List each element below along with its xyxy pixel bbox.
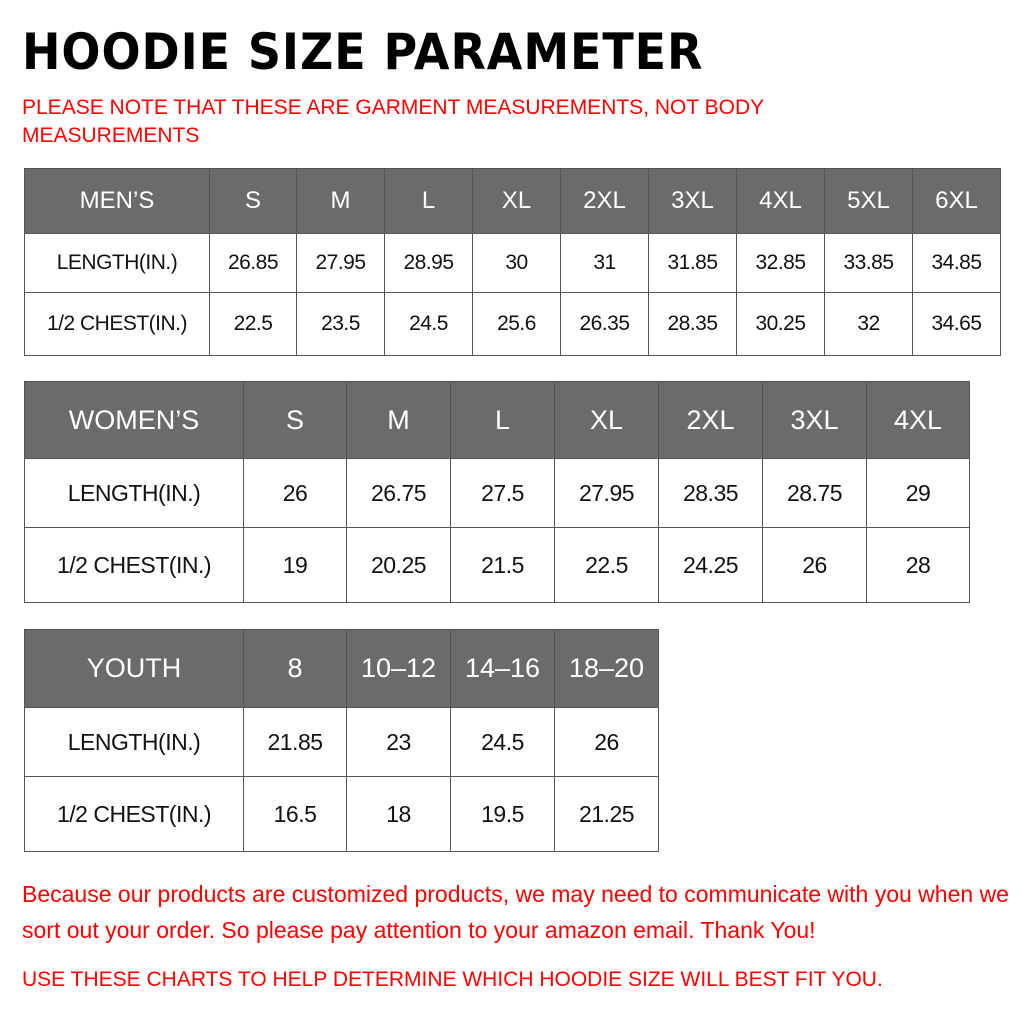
measurement-cell: 26.35 <box>560 292 649 356</box>
size-header-cell: XL <box>472 168 561 234</box>
measurement-cell: 24.5 <box>384 292 473 356</box>
size-header-cell: XL <box>554 381 659 459</box>
measurement-cell: 24.25 <box>658 527 763 603</box>
customization-message: Because our products are customized prod… <box>22 881 1009 943</box>
measurement-cell: 30.25 <box>736 292 825 356</box>
size-header-cell: 5XL <box>824 168 913 234</box>
measurement-cell: 27.5 <box>450 458 555 528</box>
table-row: LENGTH(IN.) 26 26.75 27.5 27.95 28.35 28.75 29 <box>24 458 970 528</box>
measurement-cell: 22.5 <box>554 527 659 603</box>
measurement-cell: 19 <box>243 527 347 603</box>
youth-size-table: YOUTH 8 10–12 14–16 18–20 LENGTH(IN.) 21.85 23 2… <box>24 629 659 852</box>
women-size-table: WOMEN’S S M L XL 2XL 3XL 4XL LENGTH(IN.) 26 26.75 2… <box>24 381 970 603</box>
header-row: YOUTH 8 10–12 14–16 18–20 <box>24 629 659 708</box>
measurement-cell: 23.5 <box>296 292 385 356</box>
row-label: 1/2 CHEST(IN.) <box>24 776 244 852</box>
measurement-cell: 25.6 <box>472 292 561 356</box>
measurement-cell: 19.5 <box>450 776 555 852</box>
size-header-cell: 10–12 <box>346 629 451 708</box>
size-header-cell: M <box>346 381 451 459</box>
table-category-label: WOMEN’S <box>24 381 244 459</box>
page-title: HOODIE SIZE PARAMETER <box>22 23 704 81</box>
measurement-cell: 32 <box>824 292 913 356</box>
measurement-cell: 29 <box>866 458 970 528</box>
measurement-cell: 24.5 <box>450 707 555 777</box>
row-label: 1/2 CHEST(IN.) <box>24 292 210 356</box>
size-header-cell: 8 <box>243 629 347 708</box>
row-label: LENGTH(IN.) <box>24 707 244 777</box>
row-label: LENGTH(IN.) <box>24 458 244 528</box>
measurement-cell: 21.25 <box>554 776 659 852</box>
table-row: 1/2 CHEST(IN.) 22.5 23.5 24.5 25.6 26.35 28.35… <box>24 292 1001 356</box>
header-row: MEN’S S M L XL 2XL 3XL 4XL 5XL 6XL <box>24 168 1001 234</box>
table-row: LENGTH(IN.) 26.85 27.95 28.95 30 31 31.85 32.85… <box>24 233 1001 293</box>
size-header-cell: 4XL <box>866 381 970 459</box>
measurement-cell: 33.85 <box>824 233 913 293</box>
size-header-cell: L <box>384 168 473 234</box>
table-category-label: MEN’S <box>24 168 210 234</box>
measurement-cell: 18 <box>346 776 451 852</box>
size-header-cell: 18–20 <box>554 629 659 708</box>
measurement-cell: 26 <box>554 707 659 777</box>
size-header-cell: L <box>450 381 555 459</box>
size-header-cell: 3XL <box>648 168 737 234</box>
measurement-cell: 31 <box>560 233 649 293</box>
garment-note: PLEASE NOTE THAT THESE ARE GARMENT MEASU… <box>22 96 764 147</box>
measurement-cell: 21.85 <box>243 707 347 777</box>
row-label: LENGTH(IN.) <box>24 233 210 293</box>
size-header-cell: 14–16 <box>450 629 555 708</box>
measurement-cell: 23 <box>346 707 451 777</box>
size-header-cell: S <box>243 381 347 459</box>
measurement-cell: 28.75 <box>762 458 867 528</box>
measurement-cell: 32.85 <box>736 233 825 293</box>
header-row: WOMEN’S S M L XL 2XL 3XL 4XL <box>24 381 970 459</box>
table-row: 1/2 CHEST(IN.) 16.5 18 19.5 21.25 <box>24 776 659 852</box>
size-header-cell: 2XL <box>560 168 649 234</box>
measurement-cell: 26 <box>762 527 867 603</box>
measurement-cell: 28.35 <box>648 292 737 356</box>
measurement-cell: 16.5 <box>243 776 347 852</box>
measurement-cell: 28.35 <box>658 458 763 528</box>
table-row: 1/2 CHEST(IN.) 19 20.25 21.5 22.5 24.25 26 28 <box>24 527 970 603</box>
measurement-cell: 28.95 <box>384 233 473 293</box>
size-header-cell: S <box>209 168 297 234</box>
size-header-cell: M <box>296 168 385 234</box>
row-label: 1/2 CHEST(IN.) <box>24 527 244 603</box>
measurement-cell: 34.65 <box>912 292 1001 356</box>
chart-instruction: USE THESE CHARTS TO HELP DETERMINE WHICH… <box>22 968 883 991</box>
size-header-cell: 4XL <box>736 168 825 234</box>
measurement-cell: 30 <box>472 233 561 293</box>
men-size-table: MEN’S S M L XL 2XL 3XL 4XL 5XL 6XL LENGTH(IN.) 26.8… <box>24 168 1001 356</box>
measurement-cell: 26.75 <box>346 458 451 528</box>
table-category-label: YOUTH <box>24 629 244 708</box>
measurement-cell: 28 <box>866 527 970 603</box>
measurement-cell: 26 <box>243 458 347 528</box>
measurement-cell: 20.25 <box>346 527 451 603</box>
measurement-cell: 22.5 <box>209 292 297 356</box>
measurement-cell: 34.85 <box>912 233 1001 293</box>
size-header-cell: 3XL <box>762 381 867 459</box>
measurement-cell: 27.95 <box>296 233 385 293</box>
measurement-cell: 26.85 <box>209 233 297 293</box>
table-row: LENGTH(IN.) 21.85 23 24.5 26 <box>24 707 659 777</box>
measurement-cell: 27.95 <box>554 458 659 528</box>
size-header-cell: 2XL <box>658 381 763 459</box>
measurement-cell: 31.85 <box>648 233 737 293</box>
measurement-cell: 21.5 <box>450 527 555 603</box>
size-header-cell: 6XL <box>912 168 1001 234</box>
